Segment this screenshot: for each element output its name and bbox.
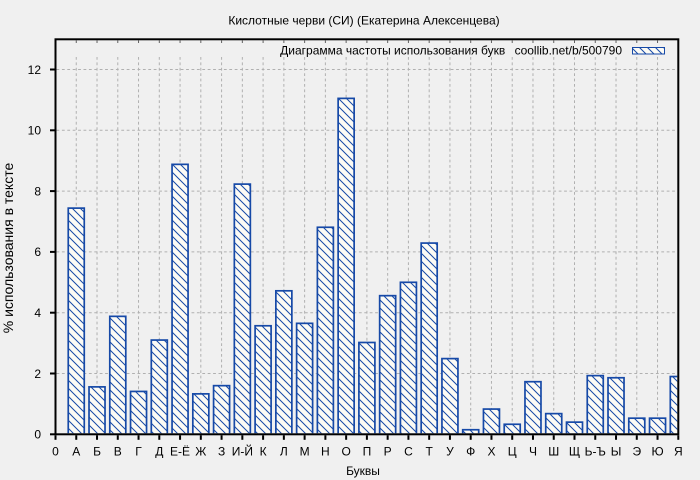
svg-text:Щ: Щ	[569, 445, 580, 459]
svg-text:Ф: Ф	[466, 445, 475, 459]
svg-text:Ж: Ж	[195, 445, 206, 459]
svg-text:% использования в тексте: % использования в тексте	[0, 163, 16, 334]
svg-text:С: С	[404, 445, 413, 459]
svg-text:4: 4	[34, 306, 41, 320]
svg-text:Р: Р	[384, 445, 392, 459]
svg-text:12: 12	[28, 63, 42, 77]
svg-text:0: 0	[34, 428, 41, 442]
svg-text:2: 2	[34, 367, 41, 381]
svg-text:К: К	[260, 445, 267, 459]
svg-text:Диаграмма частоты использовани: Диаграмма частоты использования букв coo…	[280, 44, 622, 58]
svg-text:Кислотные черви (СИ) (Екатерин: Кислотные черви (СИ) (Екатерина Алексенц…	[228, 14, 499, 28]
svg-text:Н: Н	[321, 445, 330, 459]
svg-text:0: 0	[52, 445, 59, 459]
svg-text:Ь-Ъ: Ь-Ъ	[585, 445, 606, 459]
svg-text:Ю: Ю	[651, 445, 663, 459]
svg-text:Ы: Ы	[611, 445, 622, 459]
svg-text:М: М	[300, 445, 310, 459]
svg-text:В: В	[114, 445, 122, 459]
svg-text:Ш: Ш	[548, 445, 559, 459]
svg-text:8: 8	[34, 184, 41, 198]
svg-text:Э: Э	[632, 445, 641, 459]
svg-text:6: 6	[34, 245, 41, 259]
svg-text:Г: Г	[135, 445, 142, 459]
svg-text:10: 10	[28, 124, 42, 138]
svg-text:Ч: Ч	[529, 445, 537, 459]
svg-text:Х: Х	[487, 445, 495, 459]
svg-text:А: А	[72, 445, 80, 459]
svg-text:П: П	[363, 445, 372, 459]
svg-text:Б: Б	[93, 445, 101, 459]
svg-text:У: У	[446, 445, 454, 459]
svg-text:Д: Д	[155, 445, 163, 459]
svg-text:Т: Т	[426, 445, 434, 459]
svg-text:И-Й: И-Й	[232, 444, 253, 459]
svg-text:Е-Ё: Е-Ё	[170, 445, 190, 459]
svg-text:Л: Л	[280, 445, 288, 459]
svg-text:Ц: Ц	[508, 445, 517, 459]
svg-text:Буквы: Буквы	[346, 464, 380, 478]
svg-text:З: З	[218, 445, 225, 459]
svg-text:Я: Я	[674, 445, 683, 459]
svg-text:О: О	[341, 445, 350, 459]
